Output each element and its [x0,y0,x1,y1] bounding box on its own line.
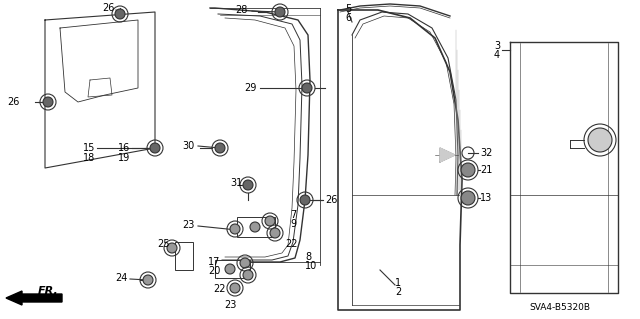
Text: 17: 17 [208,257,220,267]
Text: 6: 6 [345,13,351,23]
Circle shape [243,270,253,280]
Text: 23: 23 [182,220,195,230]
Bar [237,217,275,237]
Text: 16: 16 [118,143,130,153]
Text: SVA4-B5320B: SVA4-B5320B [529,303,590,313]
FancyArrow shape [6,291,62,305]
Circle shape [243,180,253,190]
Text: 25: 25 [157,239,170,249]
Circle shape [300,195,310,205]
Text: 20: 20 [208,266,220,276]
Bar [175,242,193,270]
Text: 23: 23 [224,300,236,310]
Text: 31: 31 [230,178,243,188]
Text: 26: 26 [325,195,337,205]
Text: 7: 7 [290,210,296,220]
Circle shape [275,7,285,17]
Circle shape [225,264,235,274]
Text: 29: 29 [244,83,257,93]
Text: 5: 5 [345,4,351,14]
Circle shape [43,97,53,107]
Circle shape [461,191,475,205]
Bar [215,260,250,278]
Circle shape [150,143,160,153]
Circle shape [461,163,475,177]
Text: 13: 13 [480,193,492,203]
Text: 19: 19 [118,153,130,163]
Circle shape [115,9,125,19]
Circle shape [302,83,312,93]
Text: 4: 4 [494,50,500,60]
Circle shape [588,128,612,152]
Circle shape [215,143,225,153]
Circle shape [240,258,250,268]
Circle shape [270,228,280,238]
Text: 10: 10 [305,261,317,271]
Circle shape [230,283,240,293]
Text: 1: 1 [395,278,401,288]
Text: 24: 24 [116,273,128,283]
Text: 30: 30 [183,141,195,151]
Text: 26: 26 [8,97,20,107]
Text: 15: 15 [83,143,95,153]
Text: 2: 2 [395,287,401,297]
Circle shape [265,216,275,226]
Text: 8: 8 [305,252,311,262]
Text: 9: 9 [290,219,296,229]
Text: FR.: FR. [38,286,59,296]
Text: 22: 22 [213,284,225,294]
Circle shape [167,243,177,253]
Polygon shape [440,148,455,162]
Text: 22: 22 [285,239,298,249]
Circle shape [143,275,153,285]
Text: 32: 32 [480,148,492,158]
Circle shape [250,222,260,232]
Text: 21: 21 [480,165,492,175]
Text: 3: 3 [494,41,500,51]
Text: 28: 28 [236,5,248,15]
Text: 18: 18 [83,153,95,163]
Circle shape [230,224,240,234]
Text: 26: 26 [102,3,114,13]
